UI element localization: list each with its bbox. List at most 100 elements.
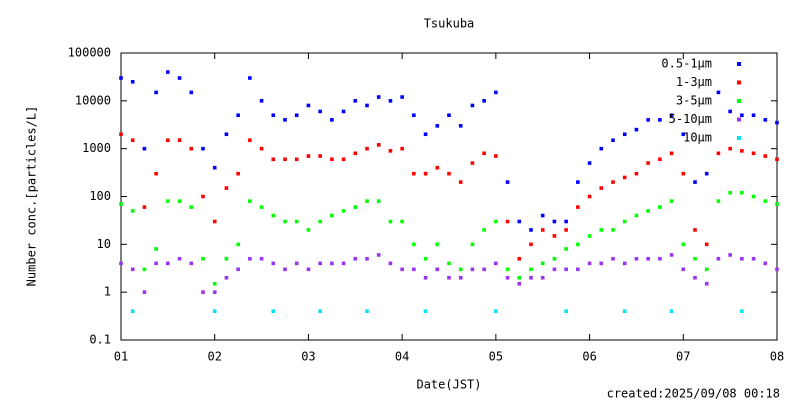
data-point <box>189 261 194 266</box>
data-point <box>447 113 451 118</box>
data-point <box>189 90 194 95</box>
data-point <box>341 157 346 162</box>
data-point <box>271 113 276 118</box>
data-point <box>423 309 428 314</box>
data-point <box>634 213 639 218</box>
data-point <box>376 95 381 99</box>
data-point <box>681 171 686 176</box>
data-point <box>693 180 697 184</box>
data-point <box>587 194 592 199</box>
data-point <box>622 309 627 314</box>
data-point <box>236 267 240 272</box>
data-point <box>412 242 416 247</box>
data-point <box>564 267 568 272</box>
y-tick-label: 100000 <box>68 46 111 60</box>
y-axis-label: Number conc.[particles/L] <box>25 106 39 287</box>
data-point <box>728 146 732 151</box>
data-point <box>130 309 135 314</box>
legend-label: 1-3μm <box>676 75 712 89</box>
data-point <box>529 228 533 232</box>
data-point <box>517 219 522 224</box>
data-point <box>505 180 510 184</box>
data-point <box>283 118 287 122</box>
data-point <box>728 190 732 195</box>
data-point <box>482 99 486 103</box>
data-point <box>271 213 276 218</box>
data-point <box>189 146 194 151</box>
x-axis-label: Date(JST) <box>416 378 481 392</box>
data-point <box>189 205 194 209</box>
data-point <box>622 175 627 180</box>
data-point <box>622 261 627 266</box>
data-point <box>458 124 463 128</box>
data-point <box>763 118 768 122</box>
data-point <box>681 242 686 247</box>
data-point <box>318 261 322 266</box>
data-point <box>130 267 135 272</box>
data-point <box>447 261 451 266</box>
data-point <box>634 256 639 261</box>
data-point <box>763 154 768 158</box>
data-point <box>576 180 580 184</box>
chart-title: Tsukuba <box>424 17 475 31</box>
data-point <box>142 290 147 294</box>
data-point <box>693 256 697 261</box>
data-point <box>669 199 674 203</box>
data-point <box>540 213 545 218</box>
y-tick-label: 0.1 <box>89 333 111 347</box>
data-point <box>552 256 557 261</box>
data-point <box>646 161 650 165</box>
data-point <box>529 267 533 272</box>
data-point <box>517 281 522 286</box>
data-point <box>388 219 393 224</box>
data-point <box>540 261 545 266</box>
data-point <box>494 90 498 95</box>
data-point <box>728 109 732 114</box>
data-point <box>622 219 627 224</box>
data-point <box>423 132 428 137</box>
data-point <box>212 165 217 170</box>
data-point <box>330 157 334 162</box>
data-point <box>353 151 358 156</box>
data-point <box>318 219 322 224</box>
data-point <box>177 138 182 143</box>
data-point <box>740 309 744 314</box>
data-point <box>775 157 779 162</box>
data-point <box>353 256 358 261</box>
data-point <box>646 118 650 122</box>
data-point <box>376 253 381 257</box>
data-point <box>154 261 158 266</box>
data-point <box>294 113 299 118</box>
y-tick-label: 1 <box>104 285 111 299</box>
data-point <box>658 157 662 162</box>
data-point <box>388 149 393 153</box>
data-point <box>494 309 498 314</box>
data-point <box>294 219 299 224</box>
data-point <box>751 113 756 118</box>
data-point <box>400 146 404 151</box>
data-point <box>306 103 311 108</box>
data-point <box>552 234 557 238</box>
data-point <box>201 290 205 294</box>
data-point <box>435 165 440 170</box>
data-point <box>494 261 498 266</box>
data-point <box>412 171 416 176</box>
data-point <box>482 228 486 232</box>
data-point <box>634 171 639 176</box>
data-point <box>470 161 475 165</box>
data-point <box>201 194 205 199</box>
data-point <box>763 199 768 203</box>
data-point <box>669 113 674 118</box>
data-point <box>529 242 533 247</box>
data-point <box>177 76 182 80</box>
data-point <box>130 138 135 143</box>
data-point <box>599 146 604 151</box>
data-point <box>740 256 744 261</box>
data-point <box>236 242 240 247</box>
legend-marker <box>737 117 741 122</box>
x-tick-label: 02 <box>207 350 221 364</box>
data-point <box>763 261 768 266</box>
x-tick-label: 03 <box>301 350 315 364</box>
data-point <box>119 202 123 206</box>
data-point <box>775 120 779 125</box>
